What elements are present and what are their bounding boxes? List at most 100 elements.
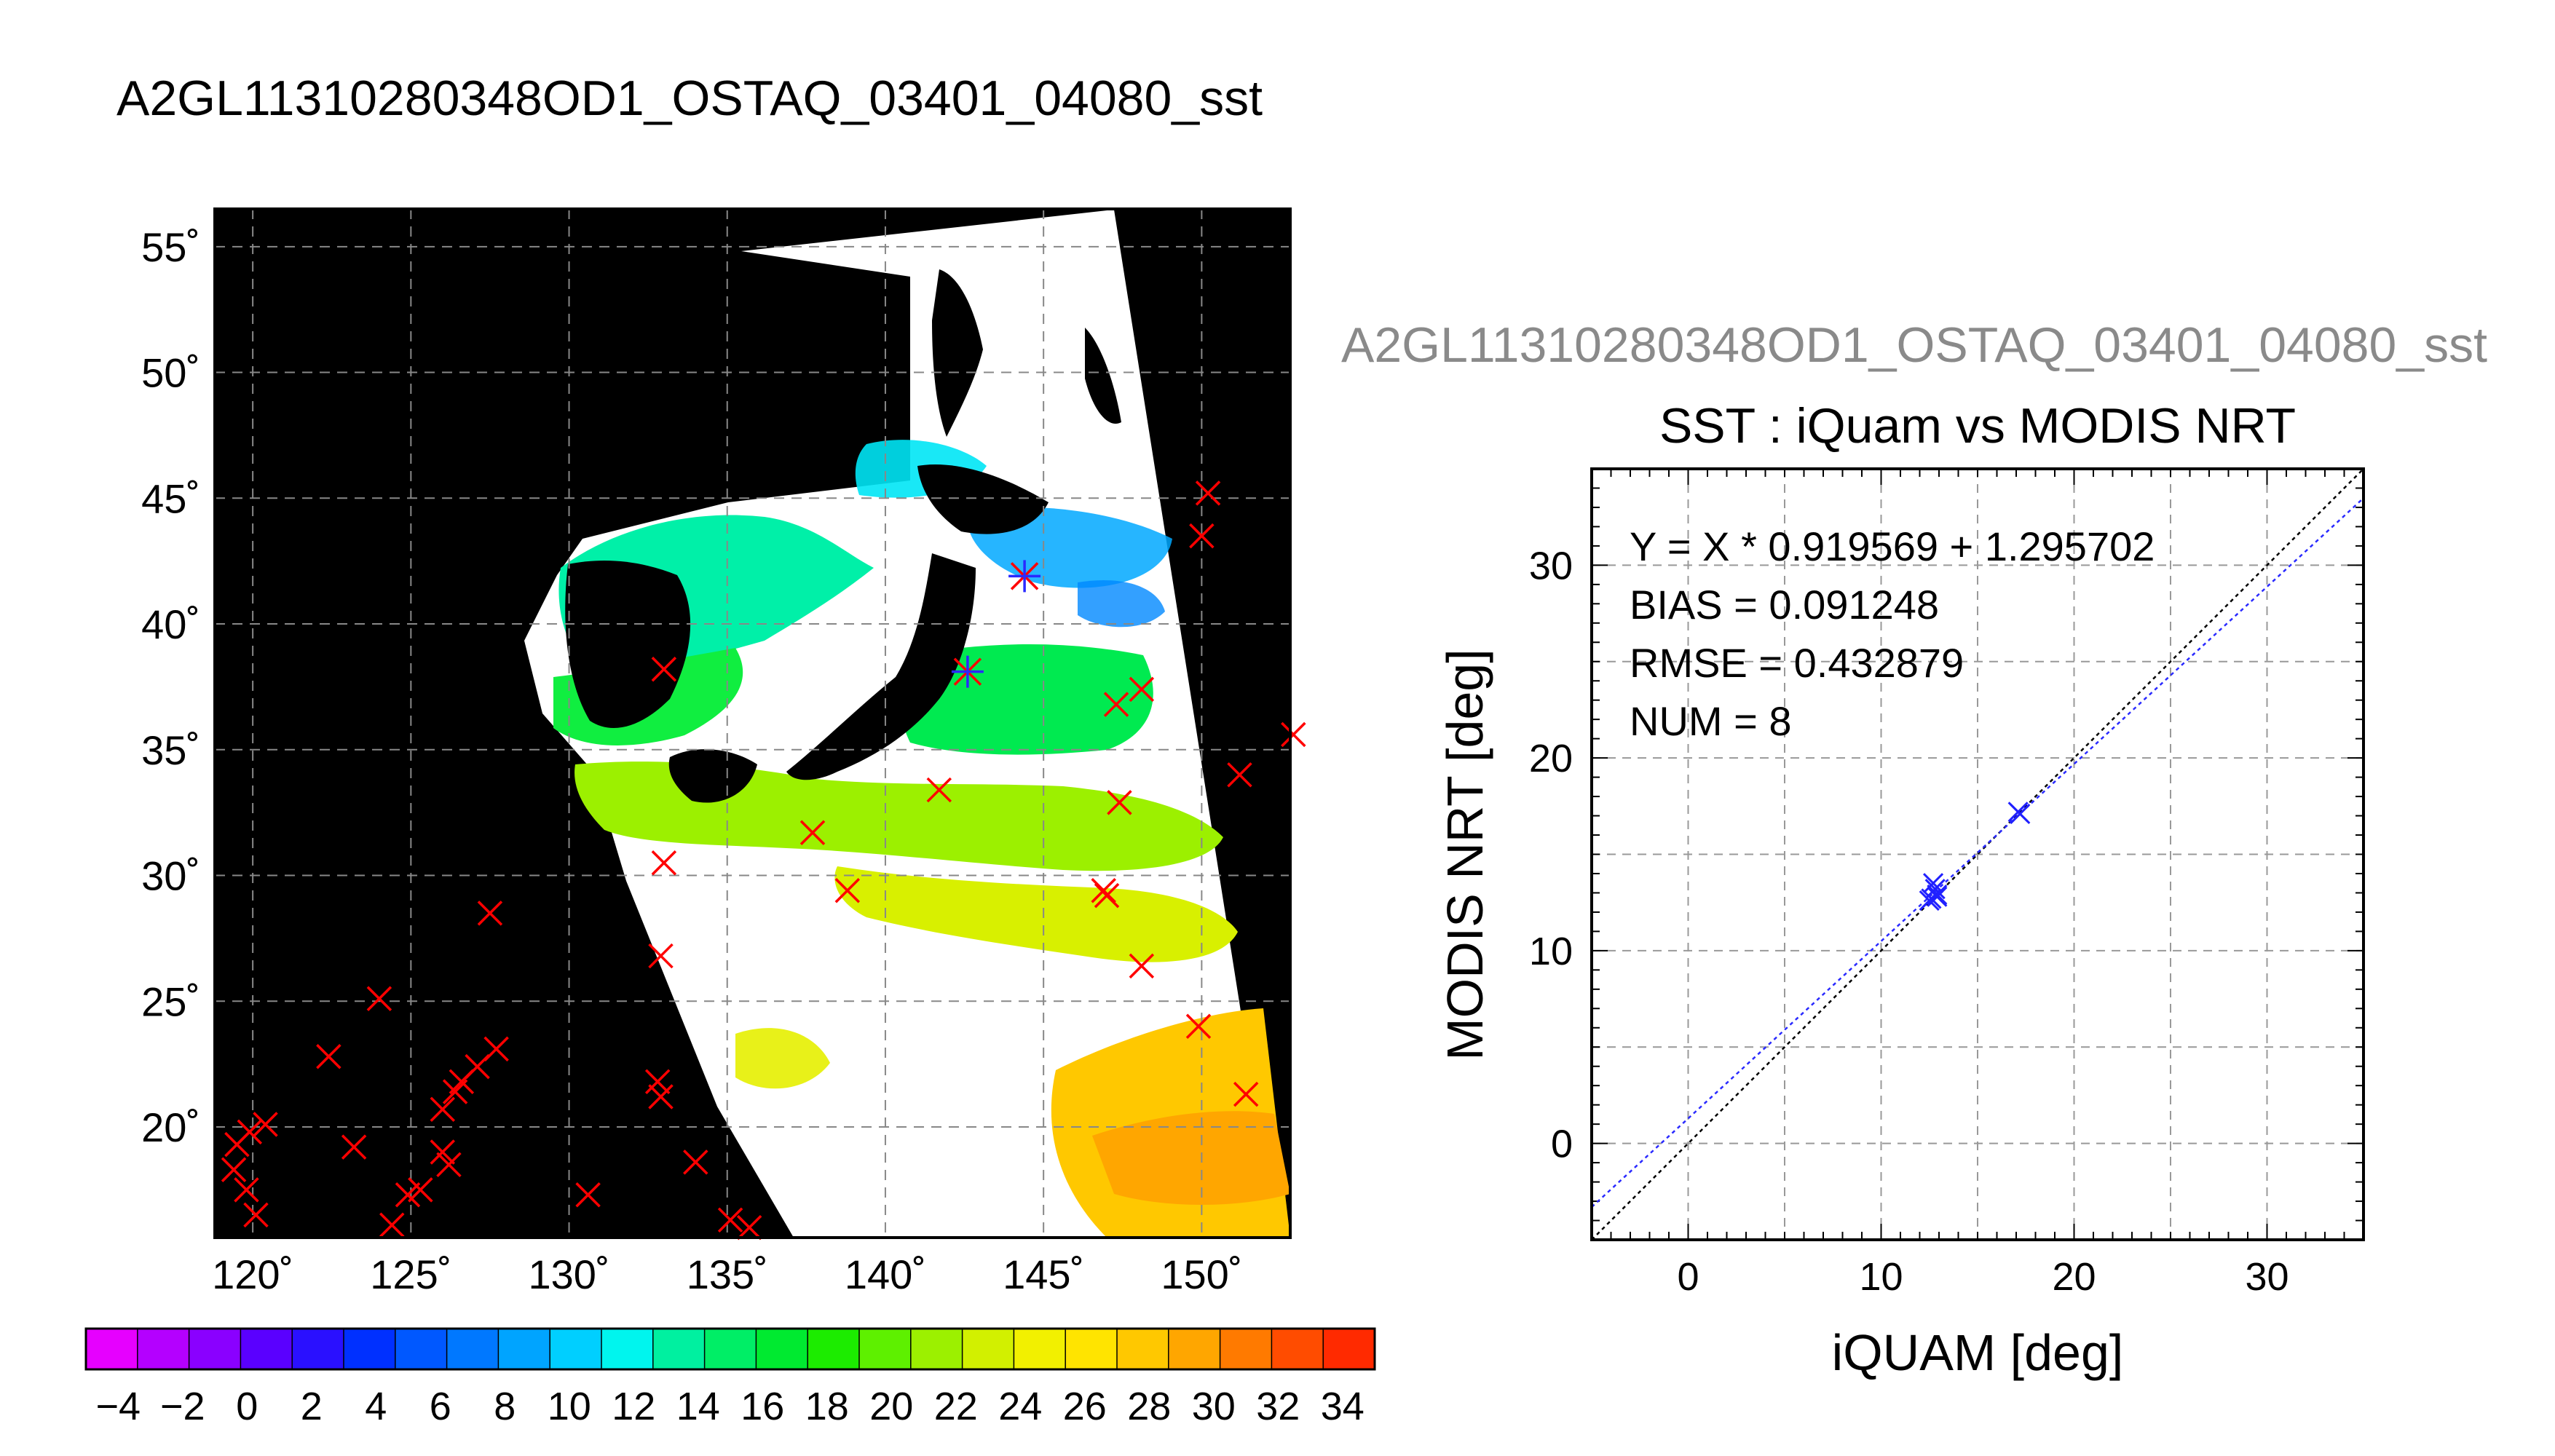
iquam-marker — [430, 1096, 456, 1123]
colorbar-label: 8 — [494, 1385, 516, 1428]
scatter-x-tick-label: 0 — [1677, 1255, 1699, 1299]
stats-rmse: RMSE = 0.432879 — [1630, 640, 1964, 686]
iquam-marker — [1103, 692, 1129, 717]
colorbar-swatch — [395, 1329, 448, 1369]
iquam-marker — [651, 656, 677, 682]
scatter-point — [1927, 886, 1948, 907]
sst-map: 120˚ 125˚ 130˚ 135˚ 140˚ 145˚ 150˚ 20˚ 25˚ 30˚ 35… — [141, 207, 1306, 1297]
colorbar-swatch — [962, 1329, 1014, 1369]
colorbar-label: 18 — [805, 1385, 849, 1428]
colorbar-swatch — [859, 1329, 912, 1369]
iquam-marker — [430, 1139, 456, 1165]
colorbar-label: 26 — [1063, 1385, 1107, 1428]
colorbar-label: 12 — [612, 1385, 655, 1428]
colorbar-label: 22 — [934, 1385, 978, 1428]
colorbar-labels: −4 −2 0 2 4 6 8 10 12 14 16 18 20 22 24 26 28 30 32 34 — [95, 1385, 1364, 1428]
iquam-marker — [648, 943, 674, 969]
colorbar-swatches — [86, 1329, 1375, 1369]
land-hokkaido — [917, 464, 1049, 534]
colorbar-swatch — [601, 1329, 654, 1369]
scatter-x-axis-label: iQUAM [deg] — [1832, 1324, 2124, 1381]
colorbar-swatch — [1117, 1329, 1169, 1369]
colorbar-label: 6 — [430, 1385, 451, 1428]
land-korea — [565, 561, 691, 728]
colorbar-label: 30 — [1192, 1385, 1236, 1428]
sst-patch-scattered-yellow — [735, 1028, 830, 1089]
iquam-marker — [477, 901, 503, 926]
iquam-marker — [366, 986, 392, 1012]
scatter-point — [2010, 803, 2031, 824]
lon-tick-label: 135˚ — [687, 1251, 768, 1297]
lon-tick-label: 125˚ — [370, 1251, 451, 1297]
colorbar-label: 10 — [548, 1385, 591, 1428]
colorbar-swatch — [1271, 1329, 1324, 1369]
iquam-marker — [1091, 878, 1116, 903]
stats-num: NUM = 8 — [1630, 698, 1792, 744]
lat-tick-label: 55˚ — [141, 224, 200, 270]
iquam-marker — [717, 1207, 743, 1233]
stats-bias: BIAS = 0.091248 — [1630, 582, 1939, 628]
colorbar-label: 14 — [676, 1385, 720, 1428]
sst-patch-warm-pool-deep — [1092, 1111, 1290, 1205]
iquam-marker — [253, 1112, 278, 1137]
scatter-x-tick-label: 30 — [2245, 1255, 2289, 1299]
scatter-title: SST : iQuam vs MODIS NRT — [1659, 398, 2296, 454]
map-gridlines — [215, 209, 1290, 1238]
iquam-marker — [1107, 790, 1132, 815]
scatter-y-tick-label: 30 — [1529, 544, 1573, 587]
colorbar-swatch — [1014, 1329, 1066, 1369]
scatter-y-tick-label: 0 — [1551, 1123, 1573, 1166]
map-markers — [221, 480, 1306, 1241]
scatter-points — [1919, 802, 2031, 911]
iquam-marker — [1094, 882, 1120, 909]
iquam-marker — [1129, 676, 1155, 703]
iquam-marker — [395, 1182, 421, 1208]
colorbar-swatch — [137, 1329, 190, 1369]
lat-tick-label: 25˚ — [141, 978, 200, 1024]
scatter-plot: SST : iQuam vs MODIS NRT Y = X * 0.91956… — [1437, 398, 2365, 1381]
colorbar-swatch — [756, 1329, 808, 1369]
iquam-marker — [1281, 721, 1306, 748]
matchup-marker — [1008, 560, 1041, 593]
iquam-marker — [651, 850, 677, 876]
colorbar-swatch — [240, 1329, 293, 1369]
scatter-gridlines — [1592, 469, 2364, 1240]
iquam-marker — [834, 878, 861, 903]
iquam-marker — [1233, 1081, 1259, 1107]
colorbar-swatch — [1065, 1329, 1118, 1369]
scatter-point — [1924, 879, 1946, 900]
lat-tick-label: 50˚ — [141, 350, 200, 396]
iquam-marker — [408, 1177, 433, 1203]
sst-patch-east-blue — [1078, 579, 1165, 628]
land-kamchatka-edge — [1085, 328, 1121, 424]
lon-tick-label: 140˚ — [845, 1251, 926, 1297]
iquam-marker — [243, 1202, 269, 1228]
scatter-y-tick-label: 10 — [1529, 930, 1573, 973]
colorbar-swatch — [446, 1329, 499, 1369]
scatter-y-axis-label: MODIS NRT [deg] — [1437, 649, 1493, 1060]
iquam-marker — [1227, 762, 1252, 788]
colorbar-label: 28 — [1127, 1385, 1171, 1428]
scatter-y-tick-label: 20 — [1529, 737, 1573, 780]
colorbar-swatch — [910, 1329, 963, 1369]
sst-patch-subtropical-yellow — [834, 866, 1238, 962]
scatter-file-title: A2GL11310280348OD1_OSTAQ_03401_04080_sst — [1341, 317, 2487, 373]
iquam-marker — [575, 1182, 601, 1208]
scatter-frame — [1590, 467, 2365, 1241]
matchup-marker — [951, 655, 984, 688]
page-title: A2GL11310280348OD1_OSTAQ_03401_04080_sst — [117, 71, 1263, 126]
scatter-stats: Y = X * 0.919569 + 1.295702 BIAS = 0.091… — [1630, 523, 2155, 744]
iquam-marker — [1185, 1013, 1212, 1040]
iquam-marker — [442, 1079, 468, 1104]
colorbar-swatch — [1168, 1329, 1221, 1369]
colorbar-swatch — [652, 1329, 706, 1369]
iquam-marker — [644, 1069, 671, 1095]
scatter-x-tick-labels: 0 10 20 30 — [1677, 1255, 2289, 1299]
iquam-marker — [316, 1044, 341, 1069]
colorbar-swatch — [704, 1329, 757, 1369]
iquam-marker — [648, 1084, 674, 1109]
scatter-x-tick-label: 20 — [2052, 1255, 2096, 1299]
iquam-marker — [1189, 523, 1215, 549]
iquam-marker — [799, 820, 826, 846]
colorbar-label: 32 — [1256, 1385, 1300, 1428]
